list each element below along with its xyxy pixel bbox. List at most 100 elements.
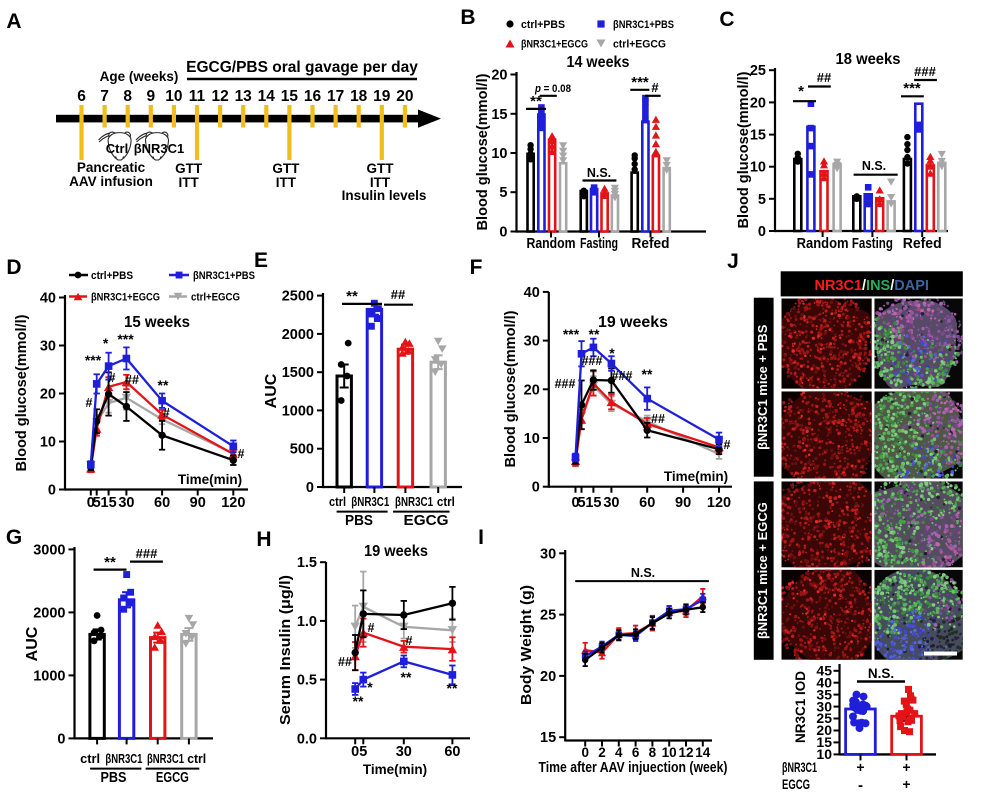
svg-text:15: 15 xyxy=(750,128,766,144)
svg-text:ITT: ITT xyxy=(370,175,391,190)
svg-text:0: 0 xyxy=(48,483,56,499)
svg-text:#: # xyxy=(651,80,659,95)
svg-text:Fasting: Fasting xyxy=(580,236,618,252)
svg-text:βNR3C1: βNR3C1 xyxy=(351,494,389,509)
svg-text:###: ### xyxy=(914,64,936,79)
svg-text:**: ** xyxy=(346,288,358,305)
svg-text:#: # xyxy=(238,447,245,461)
svg-text:30: 30 xyxy=(603,495,619,511)
svg-text:120: 120 xyxy=(221,495,245,511)
svg-text:15: 15 xyxy=(281,88,299,105)
svg-text:***: *** xyxy=(903,80,921,97)
svg-text:#: # xyxy=(163,406,170,420)
svg-text:Ctrl: Ctrl xyxy=(106,141,128,156)
svg-text:G: G xyxy=(6,526,22,549)
svg-text:5: 5 xyxy=(758,192,766,208)
svg-text:20: 20 xyxy=(40,387,56,403)
svg-text:500: 500 xyxy=(290,442,314,458)
svg-text:19 weeks: 19 weeks xyxy=(598,314,668,331)
svg-text:2: 2 xyxy=(598,745,606,760)
svg-text:#: # xyxy=(86,396,93,410)
svg-text:Random: Random xyxy=(797,236,849,252)
svg-text:120: 120 xyxy=(707,495,731,511)
svg-text:βNR3C1: βNR3C1 xyxy=(105,751,142,766)
svg-text:60: 60 xyxy=(444,744,460,760)
svg-text:***: *** xyxy=(117,331,134,347)
svg-text:##: ## xyxy=(817,70,832,85)
svg-text:90: 90 xyxy=(190,495,206,511)
svg-text:15: 15 xyxy=(540,730,556,746)
svg-text:25: 25 xyxy=(540,608,556,624)
svg-text:8: 8 xyxy=(123,88,132,105)
svg-text:10: 10 xyxy=(165,88,182,105)
svg-text:30: 30 xyxy=(396,744,412,760)
svg-text:Body Weight (g): Body Weight (g) xyxy=(518,585,535,705)
svg-text:11: 11 xyxy=(189,88,206,105)
svg-text:15: 15 xyxy=(585,495,601,511)
svg-text:###: ### xyxy=(555,377,576,391)
svg-text:###: ### xyxy=(612,369,633,383)
svg-text:30: 30 xyxy=(540,546,556,562)
svg-text:E: E xyxy=(254,249,268,272)
svg-text:Pancreatic: Pancreatic xyxy=(77,160,146,175)
svg-text:5: 5 xyxy=(577,495,585,511)
svg-text:5: 5 xyxy=(93,495,101,511)
svg-text:40: 40 xyxy=(524,285,540,301)
svg-text:15 weeks: 15 weeks xyxy=(124,314,190,331)
svg-text:##: ## xyxy=(125,373,139,387)
svg-text:###: ### xyxy=(136,546,158,561)
svg-text:EGCG: EGCG xyxy=(156,770,189,786)
svg-text:20: 20 xyxy=(540,669,556,685)
svg-text:GTT: GTT xyxy=(175,161,203,176)
svg-text:Blood glucose(mmol/l): Blood glucose(mmol/l) xyxy=(474,73,491,230)
svg-text:18: 18 xyxy=(350,88,368,105)
svg-text:#: # xyxy=(109,371,116,385)
svg-text:30: 30 xyxy=(524,334,540,350)
svg-text:βNR3C1: βNR3C1 xyxy=(147,751,184,766)
svg-text:5: 5 xyxy=(359,744,367,760)
svg-text:J: J xyxy=(727,250,739,273)
svg-text:PBS: PBS xyxy=(101,770,127,786)
svg-text:1000: 1000 xyxy=(33,668,65,684)
svg-text:17: 17 xyxy=(327,88,344,105)
svg-text:#: # xyxy=(368,621,375,635)
svg-text:Time(min): Time(min) xyxy=(178,472,242,487)
svg-text:Random: Random xyxy=(527,236,576,252)
svg-text:Blood glucose(mmol/l): Blood glucose(mmol/l) xyxy=(13,314,30,471)
svg-text:GTT: GTT xyxy=(367,161,395,176)
svg-text:12: 12 xyxy=(211,88,228,105)
svg-text:AUC: AUC xyxy=(263,373,280,408)
svg-text:GTT: GTT xyxy=(272,161,300,176)
svg-text:H: H xyxy=(256,528,271,551)
svg-text:9: 9 xyxy=(146,88,155,105)
svg-text:20: 20 xyxy=(396,88,413,105)
svg-text:βNR3C1+EGCG: βNR3C1+EGCG xyxy=(91,292,160,304)
svg-text:***: *** xyxy=(631,74,649,91)
svg-text:13: 13 xyxy=(235,88,253,105)
svg-text:N.S.: N.S. xyxy=(587,166,611,180)
svg-text:ITT: ITT xyxy=(276,175,297,190)
svg-text:ctrl+EGCG: ctrl+EGCG xyxy=(191,292,240,304)
svg-text:3000: 3000 xyxy=(33,542,65,558)
svg-text:**: ** xyxy=(353,693,364,709)
svg-text:0: 0 xyxy=(499,225,507,241)
svg-text:15: 15 xyxy=(101,495,117,511)
svg-text:F: F xyxy=(470,256,483,279)
svg-text:1000: 1000 xyxy=(282,403,314,419)
svg-text:PBS: PBS xyxy=(345,513,373,529)
svg-text:10: 10 xyxy=(524,431,540,447)
svg-text:ctrl: ctrl xyxy=(437,494,455,509)
svg-text:ctrl: ctrl xyxy=(187,751,206,766)
svg-text:**: ** xyxy=(589,326,600,342)
svg-text:6: 6 xyxy=(77,88,86,105)
svg-text:ctrl: ctrl xyxy=(80,751,100,766)
svg-text:0.0: 0.0 xyxy=(297,731,317,747)
svg-text:##: ## xyxy=(651,412,665,426)
svg-text:*: * xyxy=(609,345,615,361)
svg-text:20: 20 xyxy=(491,68,507,84)
svg-text:###: ### xyxy=(582,354,603,368)
svg-text:0.5: 0.5 xyxy=(297,673,317,689)
svg-text:0: 0 xyxy=(306,480,314,496)
svg-text:***: *** xyxy=(85,352,102,368)
svg-text:ctrl: ctrl xyxy=(329,494,346,509)
